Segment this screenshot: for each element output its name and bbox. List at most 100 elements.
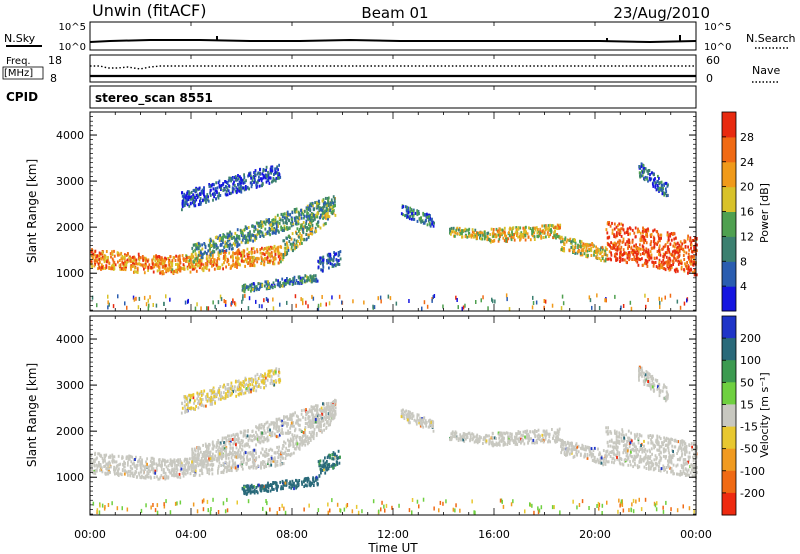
echo-cell xyxy=(125,261,128,264)
echo-cell xyxy=(586,254,589,258)
echo-cell xyxy=(134,458,136,461)
echo-cell xyxy=(132,259,135,263)
echo-cell xyxy=(151,258,154,262)
echo-cell xyxy=(628,258,630,262)
echo-cell xyxy=(319,256,322,260)
echo-cell xyxy=(309,274,312,278)
echo-cell xyxy=(143,466,146,469)
echo-cell xyxy=(141,256,144,260)
echo-cell xyxy=(186,203,189,207)
echo-cell xyxy=(276,451,279,454)
echo-cell xyxy=(599,248,602,252)
echo-cell xyxy=(216,236,219,240)
echo-cell xyxy=(241,299,243,304)
echo-cell xyxy=(203,265,206,269)
echo-cell xyxy=(679,260,681,264)
echo-cell xyxy=(189,255,192,259)
echo-cell xyxy=(559,236,562,240)
echo-cell xyxy=(114,263,117,267)
echo-cell xyxy=(274,464,277,468)
echo-cell xyxy=(610,251,612,255)
echo-cell xyxy=(684,245,687,248)
echo-cell xyxy=(605,228,608,232)
echo-cell xyxy=(160,468,163,472)
echo-cell xyxy=(202,263,205,267)
echo-cell xyxy=(251,439,254,443)
echo-cell xyxy=(592,245,595,249)
echo-cell xyxy=(103,457,106,461)
echo-cell xyxy=(287,453,290,456)
echo-cell xyxy=(334,213,337,217)
echo-cell xyxy=(262,439,265,443)
echo-cell xyxy=(312,277,314,281)
echo-cell xyxy=(212,446,215,450)
echo-cell xyxy=(492,239,494,243)
echo-cell xyxy=(193,465,195,469)
echo-cell xyxy=(303,440,306,444)
echo-cell xyxy=(690,240,693,244)
echo-cell xyxy=(135,463,138,467)
echo-cell xyxy=(102,264,105,268)
echo-cell xyxy=(93,259,96,263)
echo-cell xyxy=(685,251,688,255)
echo-cell xyxy=(146,259,149,263)
echo-cell xyxy=(214,304,216,309)
echo-cell xyxy=(669,242,672,246)
echo-cell xyxy=(622,253,625,257)
echo-cell xyxy=(649,178,651,182)
echo-cell xyxy=(295,210,298,214)
echo-cell xyxy=(268,218,270,221)
echo-cell xyxy=(217,464,220,468)
echo-cell xyxy=(487,238,490,242)
echo-cell xyxy=(192,462,195,466)
echo-cell xyxy=(331,263,334,266)
echo-cell xyxy=(225,189,228,193)
echo-cell xyxy=(308,408,311,412)
echo-cell xyxy=(329,205,332,209)
echo-cell xyxy=(293,424,295,428)
echo-cell xyxy=(272,222,274,226)
echo-cell xyxy=(195,466,197,470)
echo-cell xyxy=(302,439,304,443)
echo-cell xyxy=(270,171,273,175)
echo-cell xyxy=(206,471,209,474)
echo-cell xyxy=(268,464,271,468)
echo-cell xyxy=(183,192,186,196)
echo-cell xyxy=(207,260,210,264)
echo-cell xyxy=(151,464,153,468)
echo-cell xyxy=(139,463,141,467)
echo-cell xyxy=(250,185,253,189)
echo-cell xyxy=(571,245,574,249)
echo-cell xyxy=(217,469,219,473)
echo-cell xyxy=(289,278,291,282)
echo-cell xyxy=(417,210,420,213)
echo-cell xyxy=(206,454,209,458)
echo-cell xyxy=(248,296,251,301)
echo-cell xyxy=(121,468,124,472)
echo-cell xyxy=(94,262,96,266)
echo-cell xyxy=(328,215,331,219)
echo-cell xyxy=(191,447,193,451)
echo-cell xyxy=(213,191,216,195)
echo-cell xyxy=(499,234,501,238)
echo-cell xyxy=(285,241,288,245)
echo-cell xyxy=(217,457,219,460)
echo-cell xyxy=(689,255,691,259)
echo-cell xyxy=(480,298,482,303)
echo-cell xyxy=(664,243,667,247)
echo-cell xyxy=(673,253,676,257)
echo-cell xyxy=(298,229,300,233)
echo-cell xyxy=(150,461,153,465)
power-ylabel: Slant Range [km] xyxy=(25,159,39,263)
echo-cell xyxy=(693,247,696,251)
echo-cell xyxy=(161,463,163,467)
echo-cell xyxy=(322,255,325,259)
echo-cell xyxy=(661,266,663,269)
echo-cell xyxy=(185,202,187,205)
echo-cell xyxy=(252,255,255,259)
echo-cell xyxy=(125,470,128,474)
echo-cell xyxy=(685,266,688,270)
echo-cell xyxy=(618,256,621,260)
echo-cell xyxy=(645,230,648,234)
echo-cell xyxy=(655,230,658,233)
